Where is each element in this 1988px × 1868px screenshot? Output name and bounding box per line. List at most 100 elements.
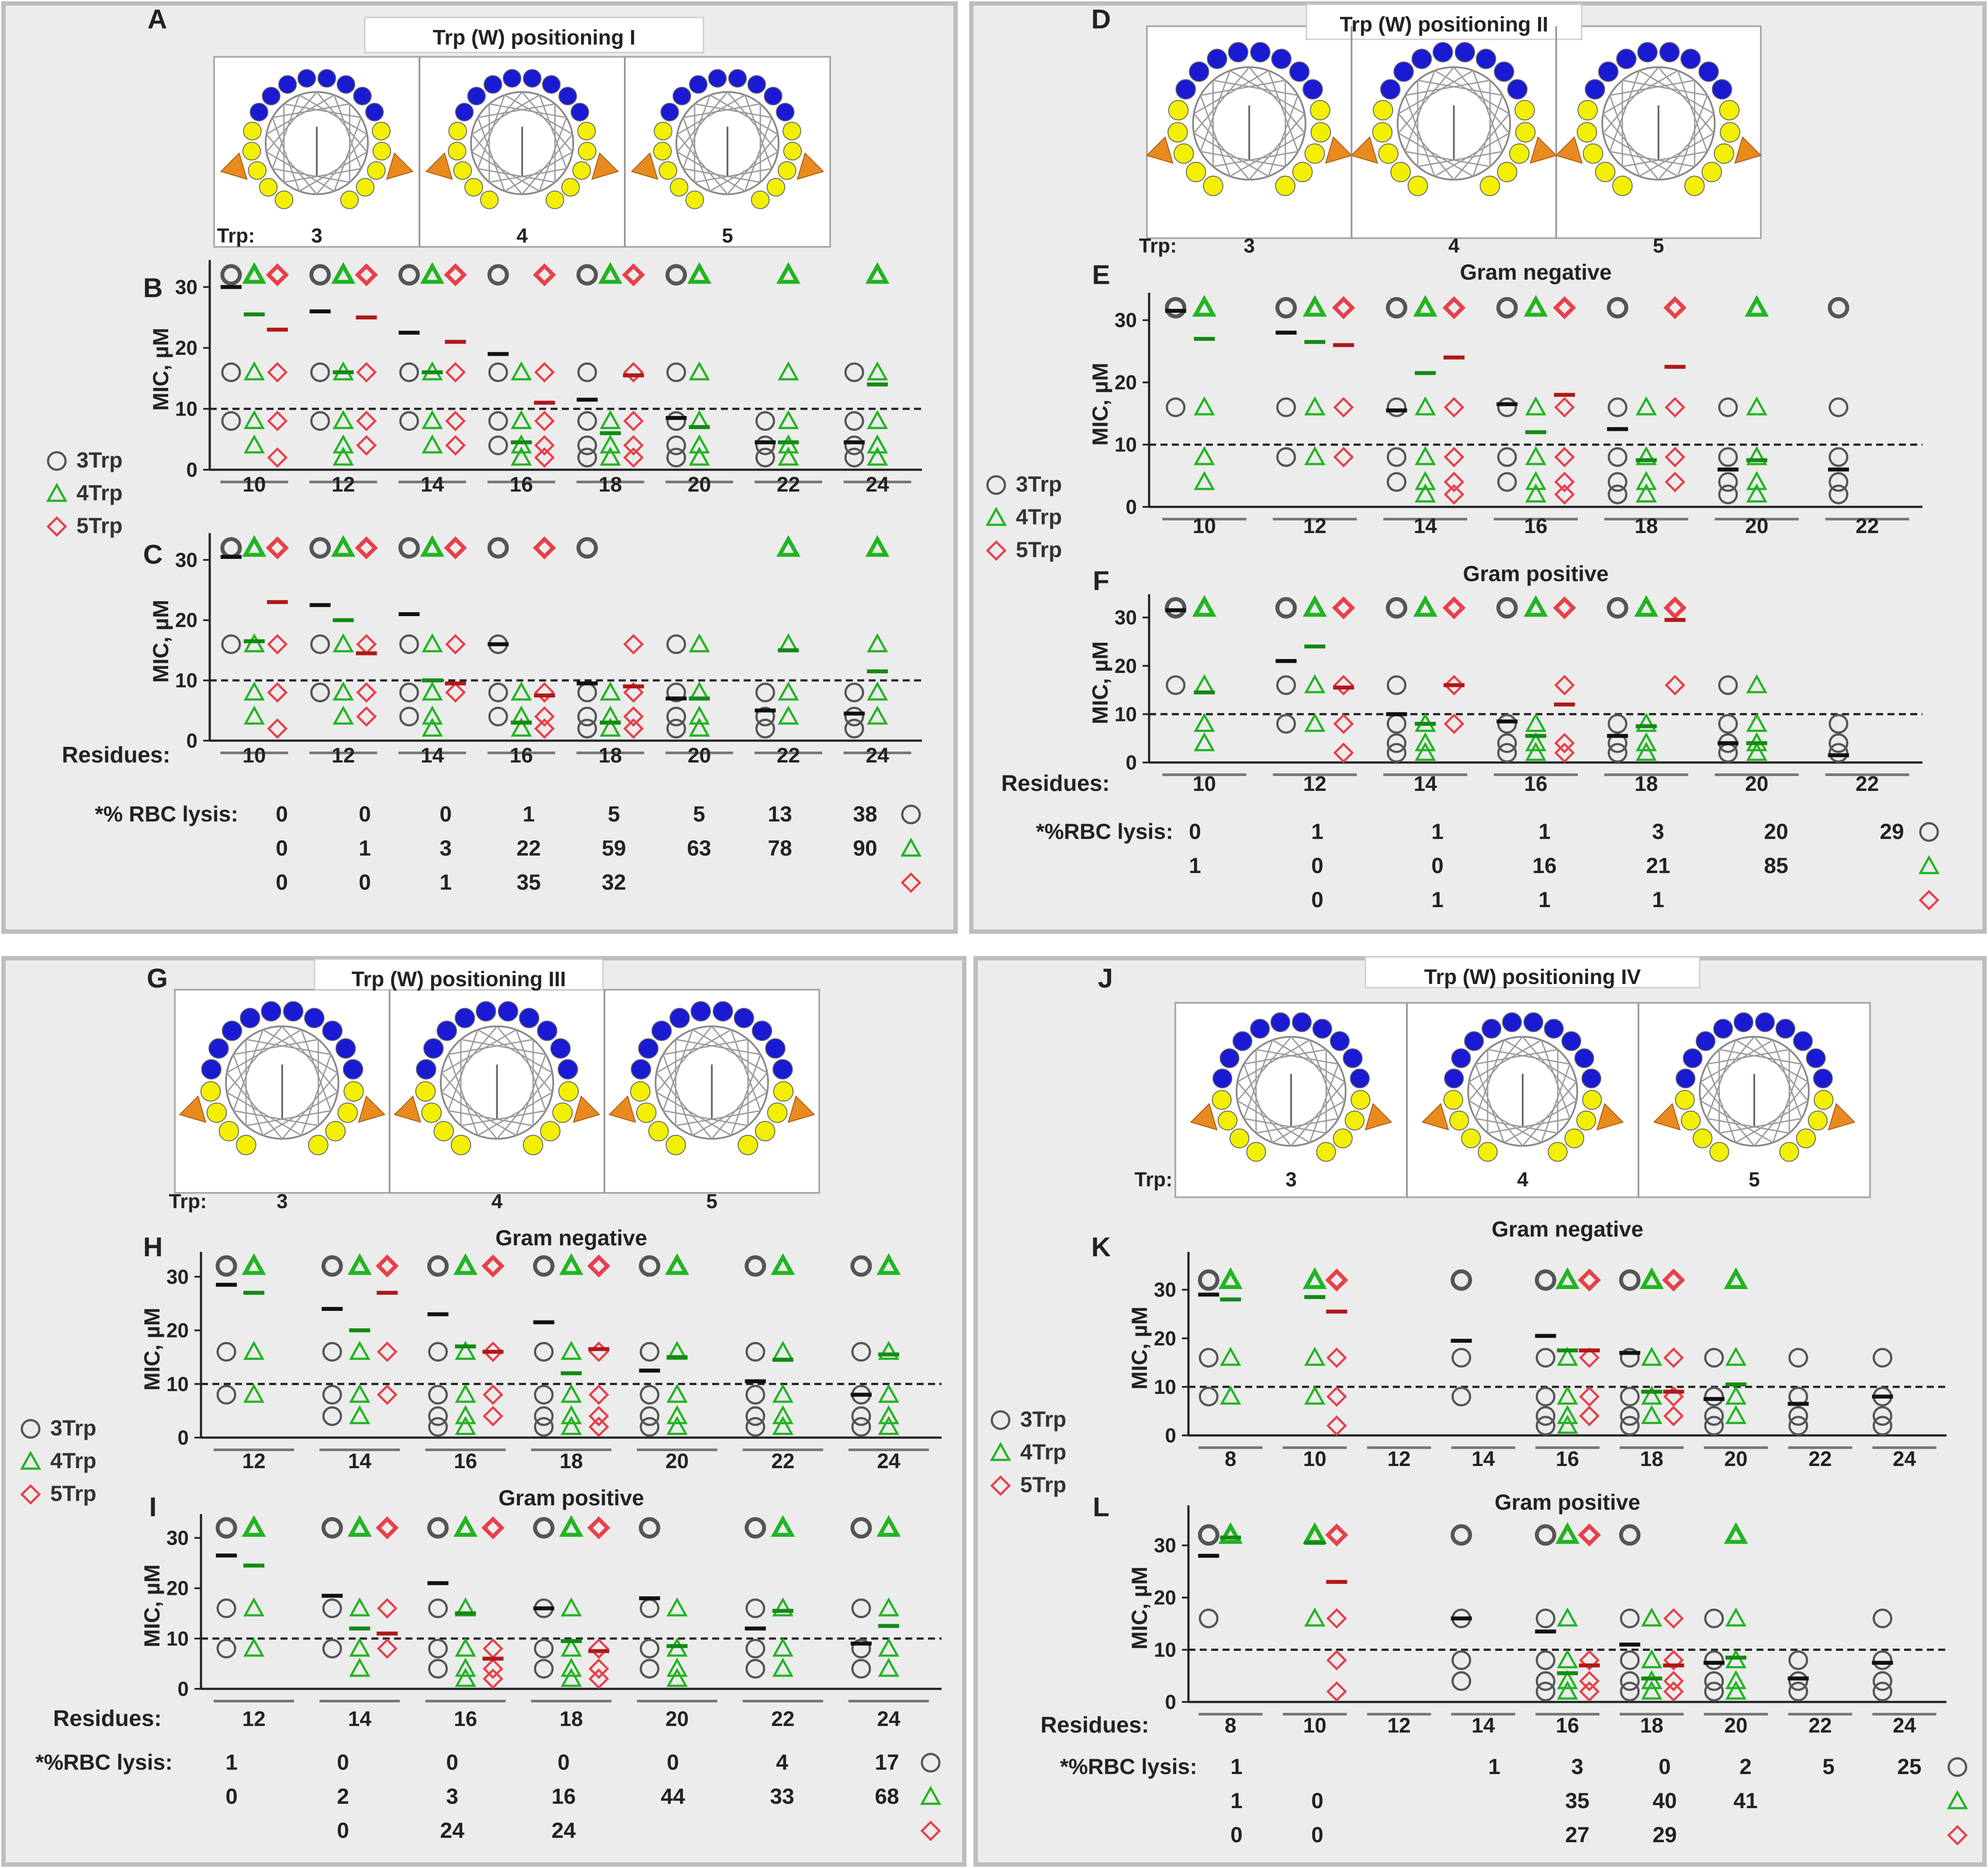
x-tick-label: 14 <box>421 473 444 496</box>
trp-position-arrow <box>1734 136 1762 164</box>
marker-3trp <box>1496 597 1518 619</box>
y-tick-label: 30 <box>175 276 197 298</box>
wheel-connector <box>676 134 728 195</box>
marker-4trp <box>1302 1267 1327 1289</box>
marker-4trp <box>349 1657 371 1677</box>
marker-3trp <box>745 1406 765 1426</box>
wheel-connector <box>727 134 779 195</box>
trp-position-arrow <box>394 1095 421 1123</box>
positioning-header: Trp (W) positioning III <box>352 968 566 991</box>
valine-residue <box>1203 176 1223 196</box>
arginine-residue <box>249 103 269 121</box>
x-tick-label: 22 <box>1856 773 1879 796</box>
marker-4trp <box>1304 674 1326 693</box>
marker-5trp <box>377 1384 398 1405</box>
marker-3trp <box>1872 1650 1892 1670</box>
rbc-lysis-value: 24 <box>440 1818 464 1843</box>
rbc-lysis-value: 0 <box>337 1750 349 1774</box>
marker-3trp <box>1276 447 1296 467</box>
marker-3trp <box>1535 1416 1555 1436</box>
marker-3trp <box>1718 675 1738 695</box>
marker-4trp <box>666 1405 688 1424</box>
marker-4trp <box>331 535 356 557</box>
x-tick-label: 14 <box>1413 515 1437 538</box>
rbc-lysis-value: 5 <box>1822 1754 1835 1779</box>
valine-residue <box>1344 1110 1365 1130</box>
wheel-connector <box>246 1039 331 1055</box>
positioning-header: Trp (W) positioning I <box>433 26 636 49</box>
rbc-lysis-value: 4 <box>776 1750 788 1774</box>
arginine-residue <box>1292 1012 1312 1032</box>
wheel-connector <box>447 1054 478 1136</box>
marker-3trp <box>1718 714 1738 734</box>
x-tick-label: 18 <box>1640 1448 1663 1471</box>
marker-3trp <box>640 1406 660 1426</box>
tryptophan-residue <box>274 191 294 209</box>
marker-3trp <box>1919 822 1939 842</box>
marker-4trp <box>772 1657 794 1677</box>
marker-3trp <box>1788 1416 1808 1436</box>
marker-3trp <box>1607 472 1628 492</box>
wheel-connector <box>677 94 745 135</box>
tryptophan-residue <box>1390 162 1411 182</box>
marker-3trp <box>1386 472 1406 492</box>
marker-5trp <box>1579 1386 1600 1407</box>
marker-4trp <box>420 262 445 284</box>
wheel-connector <box>272 95 300 169</box>
wheel-connector <box>246 1110 331 1126</box>
valine-residue <box>433 1121 454 1141</box>
marker-3trp <box>488 683 508 703</box>
marker-5trp <box>267 718 288 739</box>
marker-4trp <box>1414 732 1436 752</box>
marker-3trp <box>1607 397 1628 417</box>
arginine-residue <box>201 1059 222 1080</box>
marker-5trp <box>1554 447 1575 468</box>
valine-residue <box>1514 100 1535 121</box>
x-tick-label: 10 <box>1193 515 1216 538</box>
marker-4trp <box>1194 446 1215 465</box>
marker-4trp <box>1414 471 1436 490</box>
arginine-residue <box>734 1008 754 1029</box>
arginine-residue <box>343 1059 364 1080</box>
arginine-residue <box>1343 1048 1363 1068</box>
marker-3trp <box>745 1598 765 1618</box>
marker-3trp <box>577 362 597 382</box>
marker-3trp <box>1165 297 1187 319</box>
marker-3trp <box>534 1385 554 1405</box>
wheel-connector <box>233 1110 319 1126</box>
arginine-residue <box>1616 49 1637 69</box>
marker-5trp <box>588 1638 609 1659</box>
wheel-connector <box>263 1092 338 1136</box>
x-tick-label: 16 <box>509 473 533 496</box>
chart-title: Gram positive <box>1463 561 1608 586</box>
marker-5trp <box>534 682 555 703</box>
valine-residue <box>308 1135 329 1155</box>
marker-4trp <box>422 410 443 429</box>
arginine-residue <box>317 69 336 88</box>
wheel-connector <box>471 91 523 152</box>
rbc-lysis-value: 1 <box>1230 1754 1243 1779</box>
marker-4trp <box>1746 483 1767 503</box>
marker-3trp <box>1535 1681 1555 1702</box>
y-tick-label: 0 <box>177 1677 189 1700</box>
rbc-lysis-value: 68 <box>875 1784 899 1809</box>
marker-4trp <box>1304 1385 1326 1405</box>
helical-wheel <box>1675 1012 1834 1162</box>
wheel-connector <box>1213 151 1298 167</box>
marker-5trp <box>482 1406 503 1427</box>
marker-5trp <box>1665 471 1686 492</box>
wheel-connector <box>1230 70 1305 114</box>
wheel-connector <box>1193 132 1269 177</box>
wheel-connector <box>727 91 779 152</box>
marker-3trp <box>322 1639 342 1659</box>
rbc-lysis-value: 1 <box>1431 819 1444 844</box>
rbc-lysis-value: 63 <box>687 836 711 860</box>
trp-position-arrow <box>386 152 414 180</box>
trp-position-arrow <box>1653 1103 1681 1130</box>
arginine-residue <box>498 1001 519 1022</box>
marker-3trp <box>1535 1386 1555 1407</box>
marker-4trp <box>243 1341 265 1360</box>
valine-residue <box>783 121 801 141</box>
marker-3trp <box>1704 1386 1724 1407</box>
wheel-connector <box>1658 66 1714 134</box>
